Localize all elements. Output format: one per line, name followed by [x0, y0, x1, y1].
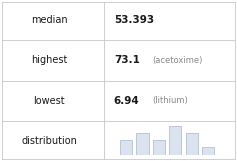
- Text: 73.1: 73.1: [114, 55, 140, 65]
- Text: median: median: [31, 15, 67, 25]
- Text: (lithium): (lithium): [152, 96, 188, 105]
- Bar: [202, 147, 214, 155]
- Text: distribution: distribution: [21, 136, 77, 146]
- Text: (acetoxime): (acetoxime): [152, 56, 203, 65]
- Bar: [136, 133, 149, 155]
- Text: 53.393: 53.393: [114, 15, 154, 25]
- Bar: [120, 140, 132, 155]
- Text: highest: highest: [31, 55, 67, 65]
- Bar: [169, 126, 182, 155]
- Bar: [186, 133, 198, 155]
- Text: 6.94: 6.94: [114, 96, 140, 106]
- Bar: [153, 140, 165, 155]
- Text: lowest: lowest: [33, 96, 65, 106]
